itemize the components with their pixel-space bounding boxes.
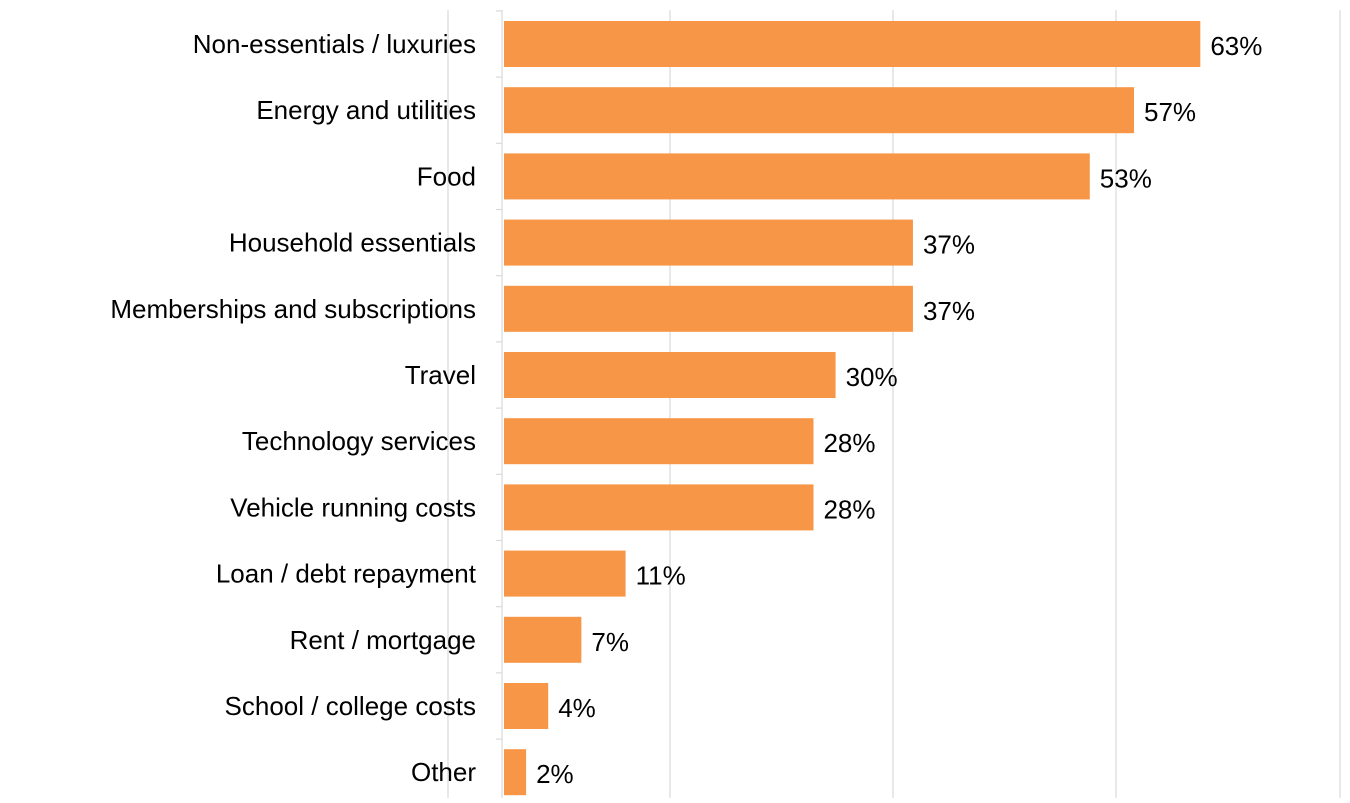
data-labels: 63% 57% 53% 37% 37% 30% 28% 28% 11% 7% 4% 2% (536, 31, 1262, 789)
category-label: Food (417, 161, 476, 191)
bars (504, 21, 1201, 796)
category-label: Memberships and subscriptions (110, 294, 476, 324)
data-label: 57% (1144, 97, 1196, 127)
data-label: 4% (558, 693, 596, 723)
data-label: 11% (636, 561, 686, 591)
bar (504, 749, 527, 796)
bar (504, 153, 1090, 200)
category-label: Energy and utilities (256, 95, 476, 125)
category-label: Loan / debt repayment (216, 559, 477, 589)
data-label: 37% (923, 230, 975, 260)
data-label: 37% (923, 296, 975, 326)
category-label: Household essentials (229, 228, 476, 258)
bar (504, 219, 913, 266)
data-label: 53% (1100, 163, 1152, 193)
category-label: Technology services (242, 426, 476, 456)
bar (504, 484, 814, 531)
bar (504, 550, 626, 597)
category-label: Non-essentials / luxuries (193, 29, 476, 59)
bar (504, 21, 1201, 67)
gridlines (447, 10, 1341, 798)
category-label: Rent / mortgage (290, 625, 476, 655)
data-label: 7% (591, 627, 629, 657)
data-label: 28% (823, 428, 875, 458)
category-label: Other (411, 757, 476, 787)
data-label: 63% (1210, 31, 1262, 61)
category-label: Vehicle running costs (230, 492, 476, 522)
data-label: 2% (536, 759, 574, 789)
data-label: 30% (846, 362, 898, 392)
category-label: School / college costs (225, 691, 476, 721)
bar (504, 285, 913, 332)
bar (504, 418, 814, 465)
bar (504, 683, 549, 729)
bar (504, 352, 836, 398)
data-label: 28% (823, 494, 875, 524)
bar (504, 87, 1134, 134)
category-labels: Non-essentials / luxuries Energy and util… (110, 29, 476, 787)
bar (504, 616, 582, 663)
category-label: Travel (405, 360, 476, 390)
